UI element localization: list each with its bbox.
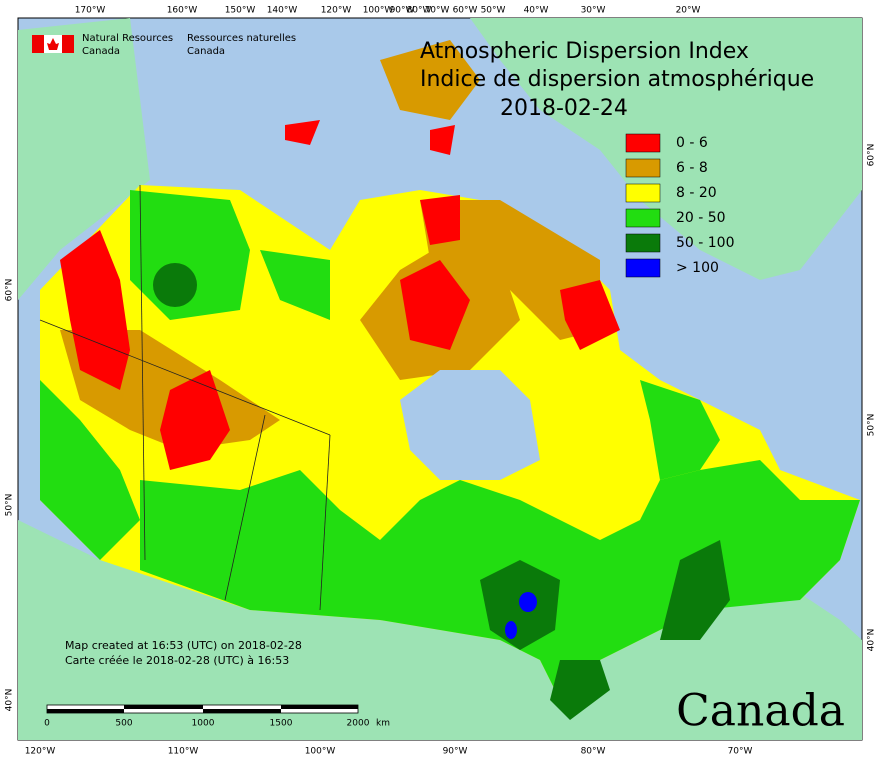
hudson-bay xyxy=(400,370,540,480)
legend-swatch xyxy=(625,258,661,278)
legend-swatch xyxy=(625,133,661,153)
map-frame xyxy=(17,17,863,741)
flag-leaf xyxy=(47,38,59,50)
org-fr: Ressources naturelles xyxy=(187,33,296,44)
zone-dark-green xyxy=(660,540,730,640)
lat-label: 50°N xyxy=(867,414,877,437)
zone-orange xyxy=(380,40,480,120)
legend-label: 6 - 8 xyxy=(676,160,708,176)
scale-segment xyxy=(281,705,358,709)
lon-label: 150°W xyxy=(225,6,256,16)
lon-label: 70°W xyxy=(728,747,753,757)
zone-red xyxy=(160,370,230,470)
legend-label: > 100 xyxy=(676,260,719,276)
zone-dark-green xyxy=(550,660,610,720)
legend-label: 8 - 20 xyxy=(676,185,717,201)
note: Map created at 16:53 (UTC) on 2018-02-28 xyxy=(65,639,302,652)
legend-swatch xyxy=(625,183,661,203)
scale-label: 1000 xyxy=(192,719,215,729)
scale-segment xyxy=(124,705,203,709)
legend: 0 - 6 6 - 8 8 - 20 20 - 50 50 - 100 > 100 xyxy=(625,133,735,278)
lon-label: 90°W xyxy=(443,747,468,757)
lon-label: 30°W xyxy=(581,6,606,16)
date: 2018-02-24 xyxy=(500,96,628,121)
title-fr: Indice de dispersion atmosphérique xyxy=(420,67,814,92)
lon-label: 160°W xyxy=(167,6,198,16)
title: Atmospheric Dispersion Index xyxy=(420,39,749,64)
zone-red xyxy=(60,230,130,390)
scale-label: 1500 xyxy=(270,719,293,729)
lon-label: 80°W xyxy=(407,6,432,16)
zone-green xyxy=(260,250,330,320)
lon-label: 90°W xyxy=(390,6,415,16)
zone-red xyxy=(285,120,320,145)
lat-label: 40°N xyxy=(867,629,877,652)
lat-label: 40°N xyxy=(5,689,15,712)
scale-label: 2000 xyxy=(347,719,370,729)
lon-label: 100°W xyxy=(305,747,336,757)
zone-red xyxy=(560,280,620,350)
lon-label: 100°W xyxy=(363,6,394,16)
legend-label: 0 - 6 xyxy=(676,135,708,151)
lon-label: 80°W xyxy=(581,747,606,757)
lon-label: 70°W xyxy=(425,6,450,16)
lat-label: 60°N xyxy=(867,144,877,167)
org-en: Canada xyxy=(82,46,120,57)
legend-label: 20 - 50 xyxy=(676,210,726,226)
lat-label: 60°N xyxy=(5,279,15,302)
zone-green xyxy=(40,380,140,560)
lon-label: 60°W xyxy=(453,6,478,16)
scale-segment xyxy=(47,709,124,713)
scale-label: 0 xyxy=(44,719,50,729)
wordmark: Canada xyxy=(676,686,845,737)
zone-red xyxy=(400,260,470,350)
borders xyxy=(39,184,331,611)
zone-green xyxy=(640,380,720,480)
scale-unit: km xyxy=(376,719,390,729)
org-block: Natural Resources Canada Ressources natu… xyxy=(32,33,296,57)
zone-red xyxy=(420,195,460,245)
lon-label: 120°W xyxy=(321,6,352,16)
alaska xyxy=(18,18,150,300)
scale-bar: 0 500 1000 1500 2000 km xyxy=(44,704,390,729)
graticule-labels: 170°W 160°W 150°W 140°W 120°W 100°W90°W80°W70… xyxy=(5,6,877,757)
lon-label: 20°W xyxy=(676,6,701,16)
zone-orange xyxy=(420,200,600,340)
lon-label: 110°W xyxy=(168,747,199,757)
lon-label: 50°W xyxy=(481,6,506,16)
legend-swatch xyxy=(625,158,661,178)
zone-dark-green xyxy=(153,263,197,307)
lat-label: 50°N xyxy=(5,494,15,517)
org-en: Natural Resources xyxy=(82,33,173,44)
lon-label: 140°W xyxy=(267,6,298,16)
org-fr: Canada xyxy=(187,46,225,57)
zone-red xyxy=(430,125,455,155)
scale-label: 500 xyxy=(115,719,132,729)
flag-bar xyxy=(32,35,44,53)
lon-label: 170°W xyxy=(75,6,106,16)
flag-bar xyxy=(62,35,74,53)
legend-swatch xyxy=(625,233,661,253)
lon-label: 40°W xyxy=(524,6,549,16)
zone-blue xyxy=(519,592,537,612)
greenland xyxy=(470,18,862,280)
note: Carte créée le 2018-02-28 (UTC) à 16:53 xyxy=(65,654,289,667)
zone-blue xyxy=(505,621,517,639)
legend-label: 50 - 100 xyxy=(676,235,735,251)
legend-swatch xyxy=(625,208,661,228)
scale-segment xyxy=(203,709,281,713)
lon-label: 120°W xyxy=(25,747,56,757)
